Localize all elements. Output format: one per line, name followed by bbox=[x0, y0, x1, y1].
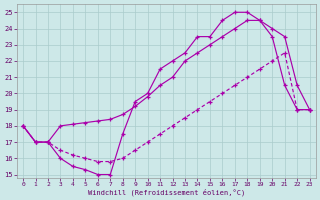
X-axis label: Windchill (Refroidissement éolien,°C): Windchill (Refroidissement éolien,°C) bbox=[88, 188, 245, 196]
